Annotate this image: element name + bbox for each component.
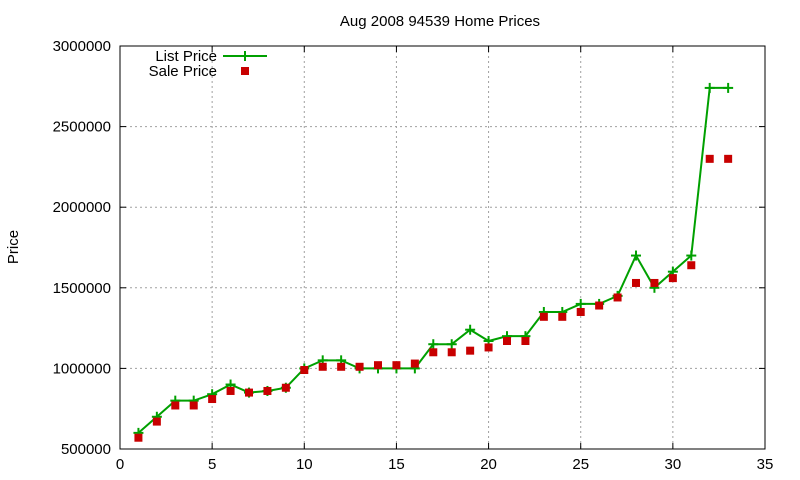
sale-price-point [300,366,309,375]
list-price-line [137,86,729,434]
list-price-point [631,250,641,261]
sale-price-point [705,154,714,163]
x-tick-label: 10 [296,456,313,473]
y-tick-label: 2500000 [53,119,111,136]
sale-price-point [355,362,364,371]
sale-price-point [208,395,217,404]
sale-price-point [447,348,456,357]
sale-price-point [668,274,677,283]
sale-price-point [374,361,382,370]
sale-price-point [429,348,438,357]
sale-price-point [632,278,640,287]
sale-price-point [521,336,530,345]
sale-price-point [613,293,622,302]
y-axis-label: Price [5,230,22,264]
sale-price-point [392,361,401,370]
sale-price-point [503,336,511,345]
x-tick-label: 35 [757,456,774,473]
plot-series [133,82,734,442]
x-tick-label: 5 [208,456,216,473]
y-tick-label: 1500000 [53,280,111,297]
sale-price-point [281,383,290,392]
sale-price-point [650,278,659,287]
sale-price-point [226,386,235,395]
sale-price-point [245,388,253,397]
list-price-point [465,324,476,335]
sale-price-point [171,401,180,410]
chart-title: Aug 2008 94539 Home Prices [340,13,540,30]
x-tick-label: 25 [572,456,589,473]
list-price-point [686,250,697,261]
sale-price-point [152,417,161,426]
x-tick-label: 0 [116,456,124,473]
x-tick-label: 20 [480,456,497,473]
sale-price-point [539,312,548,321]
sale-price-point [724,154,733,163]
x-tick-label: 30 [665,456,682,473]
sale-price-point [576,307,585,316]
list-price-point [575,298,586,309]
sale-price-point [337,362,346,371]
sale-price-point [687,261,696,270]
sale-price-point [134,433,143,442]
sale-price-point [410,359,419,368]
list-price-point [428,339,439,350]
grid-lines [120,46,765,449]
legend-label-sale-price: Sale Price [149,63,217,80]
sale-price-point [318,362,327,371]
list-price-point [446,339,457,350]
legend-label-list-price: List Price [155,48,217,65]
list-price-point [704,82,715,93]
y-tick-label: 3000000 [53,38,111,55]
plot-frame [119,45,766,450]
y-tick-label: 1000000 [53,360,111,377]
sale-price-point [595,301,604,310]
list-price-point [723,82,734,93]
x-tick-label: 15 [388,456,405,473]
sale-price-point [558,312,567,321]
legend-sample-sale-price-marker [241,67,249,75]
legend: List Price Sale Price [149,48,267,80]
sale-price-point [484,343,493,352]
sale-price-point [466,346,475,355]
sale-price-point [189,401,198,410]
sale-price-point [263,386,272,395]
y-tick-label: 2000000 [53,199,111,216]
axis-ticks: 500000 1000000 1500000 2000000 2500000 300000… [53,38,774,473]
y-tick-label: 500000 [61,441,111,458]
